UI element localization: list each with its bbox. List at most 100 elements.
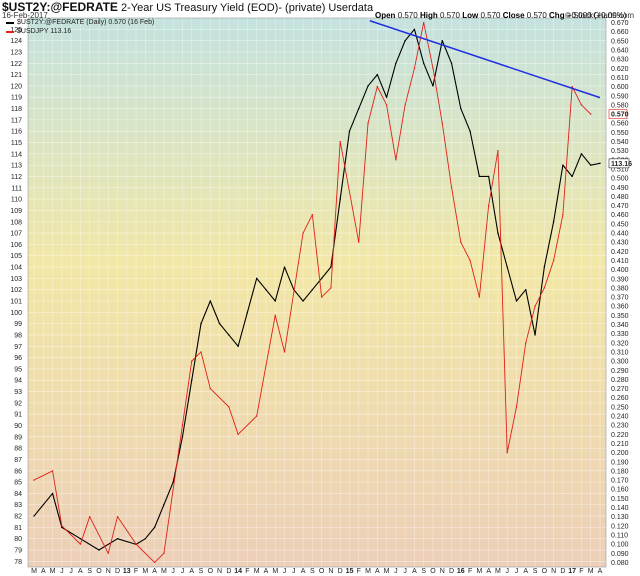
left-tick-label-15: 110 xyxy=(11,197,22,204)
left-tick-label-26: 99 xyxy=(14,321,22,328)
series-0-point-12 xyxy=(191,379,193,381)
left-tick-label-19: 106 xyxy=(10,242,22,249)
series-1-point-8 xyxy=(153,561,156,564)
right-axis: 0.670 0.660 0.650 0.640 0.630 0.620 0.610 0.600… xyxy=(611,20,629,567)
right-tick-label-11: 0.550 xyxy=(611,130,629,137)
x-tick-label-25: A xyxy=(264,568,269,575)
left-tick-label-13: 112 xyxy=(11,174,22,181)
series-0-point-36 xyxy=(413,28,416,31)
right-tick-label-4: 0.630 xyxy=(611,57,629,64)
left-tick-label-25: 100 xyxy=(10,310,22,317)
left-tick-label-18: 107 xyxy=(10,231,22,238)
right-tick-label-36: 0.300 xyxy=(611,359,629,366)
x-tick-label-12: M xyxy=(142,568,148,575)
series-1-point-15 xyxy=(237,433,239,436)
x-tick-label-29: A xyxy=(301,568,306,575)
left-tick-label-24: 101 xyxy=(10,298,22,305)
series-1-point-20 xyxy=(311,214,314,216)
left-tick-label-36: 89 xyxy=(14,434,22,441)
right-tick-label-24: 0.420 xyxy=(611,249,629,256)
series-1-point-30 xyxy=(413,67,416,70)
right-tick-label-52: 0.140 xyxy=(611,505,629,512)
x-tick-label-38: M xyxy=(384,568,390,575)
open-label: Open xyxy=(375,11,396,20)
x-tick-label-2: M xyxy=(50,568,56,575)
x-tick-label-60: M xyxy=(588,568,594,575)
right-tick-label-1: 0.660 xyxy=(611,29,629,36)
right-tick-label-33: 0.330 xyxy=(611,331,629,338)
series-1-point-31 xyxy=(423,21,425,24)
series-1-point-1 xyxy=(51,470,54,472)
series-0-point-33 xyxy=(385,96,388,98)
high-label: High xyxy=(419,11,438,20)
series-0-point-22 xyxy=(283,266,286,268)
right-tick-label-49: 0.170 xyxy=(611,478,629,485)
series-1-point-23 xyxy=(339,140,341,143)
series-0-point-55 xyxy=(590,164,592,166)
series-1-point-0 xyxy=(33,479,35,481)
close-label: Close xyxy=(502,11,525,20)
series-1-point-28 xyxy=(395,159,397,161)
series-1-point-9 xyxy=(163,552,165,554)
series-0-point-38 xyxy=(432,85,434,87)
series-1-point-44 xyxy=(543,287,546,289)
series-0-point-37 xyxy=(423,62,425,64)
left-tick-label-47: 78 xyxy=(14,559,22,566)
x-tick-label-32: N xyxy=(328,568,333,575)
left-tick-label-42: 83 xyxy=(14,502,22,509)
series-0-point-32 xyxy=(376,73,379,76)
left-tick-label-4: 121 xyxy=(10,72,22,79)
x-tick-label-10: 13 xyxy=(123,568,131,575)
x-tick-label-18: S xyxy=(199,568,204,575)
series-1-point-10 xyxy=(181,424,184,426)
series-0-point-19 xyxy=(255,277,258,280)
x-tick-label-50: M xyxy=(495,568,501,575)
right-tick-label-37: 0.290 xyxy=(611,368,629,375)
x-tick-label-47: F xyxy=(468,568,472,575)
last-value-tag-bg xyxy=(608,109,628,119)
right-tick-label-21: 0.450 xyxy=(611,221,629,228)
right-tick-label-51: 0.150 xyxy=(611,496,629,503)
x-tick-label-44: N xyxy=(440,568,445,575)
left-tick-label-5: 120 xyxy=(10,83,22,90)
right-tick-label-39: 0.270 xyxy=(611,386,629,393)
series-0-point-47 xyxy=(515,300,518,302)
right-tick-label-18: 0.480 xyxy=(611,194,629,201)
left-tick-label-2: 123 xyxy=(10,49,22,56)
right-tick-label-26: 0.400 xyxy=(611,267,629,274)
series-1-point-40 xyxy=(506,451,508,454)
right-tick-label-12: 0.540 xyxy=(611,139,629,146)
brand-label: © StockCharts.com xyxy=(564,11,634,20)
series-0-point-40 xyxy=(450,62,453,64)
right-tick-label-17: 0.490 xyxy=(611,185,629,192)
last-value-tag: 0.570 xyxy=(611,112,629,119)
x-tick-label-22: 14 xyxy=(234,568,242,575)
right-tick-label-32: 0.340 xyxy=(611,322,629,329)
low-label: Low xyxy=(462,11,479,20)
x-tick-label-13: A xyxy=(152,568,157,575)
x-tick-label-53: A xyxy=(523,568,528,575)
series-1-point-36 xyxy=(469,259,471,262)
x-tick-label-55: O xyxy=(542,568,548,575)
left-tick-label-6: 119 xyxy=(11,95,22,102)
series-0-point-1 xyxy=(51,492,54,495)
right-tick-label-53: 0.130 xyxy=(611,514,629,521)
x-tick-label-19: O xyxy=(208,568,214,575)
series-1-point-37 xyxy=(478,296,481,298)
x-tick-label-28: J xyxy=(292,568,296,575)
series-1-point-24 xyxy=(358,241,360,243)
series-0-point-26 xyxy=(320,277,323,280)
series-1-point-26 xyxy=(376,85,379,88)
right-tick-label-13: 0.530 xyxy=(611,148,629,155)
legend-label-primary: $UST2Y:@FEDRATE (Daily) 0.570 (16 Feb) xyxy=(17,19,155,26)
series-1-point-45 xyxy=(552,259,555,262)
series-1-point-39 xyxy=(497,149,499,152)
legend-swatch-red xyxy=(6,30,14,33)
x-tick-label-3: J xyxy=(60,568,64,575)
right-tick-label-54: 0.120 xyxy=(611,523,629,530)
series-0-point-10 xyxy=(172,481,174,483)
series-0-point-35 xyxy=(404,39,406,42)
symbol-label: $UST2Y:@FEDRATE xyxy=(2,0,118,14)
x-tick-label-14: M xyxy=(161,568,167,575)
close-value: 0.570 xyxy=(526,11,547,20)
